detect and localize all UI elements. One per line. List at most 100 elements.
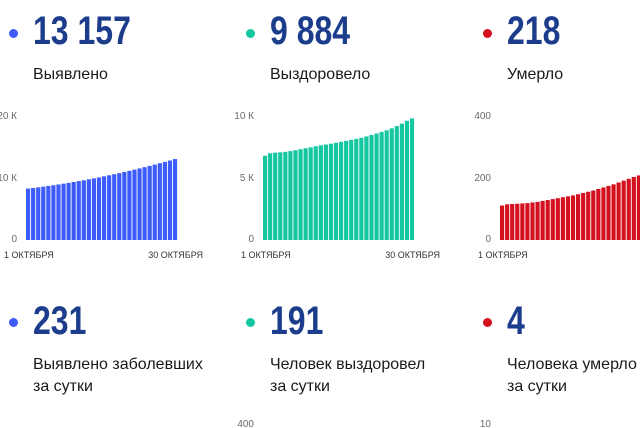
bar: [298, 149, 303, 240]
bar: [137, 168, 142, 240]
daily-detected-marker-dot: [8, 317, 18, 327]
y-tick-label: 200: [474, 172, 491, 184]
x-tick-label: 1 ОКТЯБРЯ: [241, 250, 291, 260]
bar: [288, 151, 293, 240]
bar: [576, 194, 581, 240]
bar: [621, 180, 626, 240]
daily-detected-value: 231: [33, 299, 87, 343]
bar: [328, 143, 334, 240]
column-recovered: 9 884 Выздоровело 0 5 К 10 К 1 ОКТЯБРЯ 3…: [234, 0, 474, 428]
bar: [107, 175, 112, 240]
bar: [76, 181, 81, 240]
bar: [606, 185, 611, 240]
bar: [102, 176, 107, 240]
daily-deaths-chart-y-tick-label: 10: [479, 420, 491, 428]
bar: [61, 183, 66, 240]
bar: [339, 141, 344, 240]
bar: [81, 180, 86, 240]
bar: [152, 164, 157, 240]
total-recovered-label: Выздоровело: [270, 66, 371, 83]
bar: [626, 178, 631, 240]
bar: [167, 160, 173, 240]
bar: [379, 131, 384, 240]
bar: [66, 182, 71, 240]
bar: [505, 204, 510, 240]
bar: [611, 184, 616, 240]
bar: [565, 196, 571, 240]
bar: [384, 130, 389, 240]
bar: [283, 151, 288, 240]
bar: [172, 159, 178, 240]
detected-bars: [26, 159, 178, 240]
bar: [122, 171, 127, 240]
total-deaths-value: 218: [507, 9, 561, 53]
detected-marker-dot: [8, 28, 18, 38]
bar: [117, 173, 122, 240]
bar: [631, 176, 636, 240]
bar: [41, 186, 46, 240]
daily-deaths-value: 4: [507, 299, 525, 343]
bar: [71, 182, 76, 240]
bar: [389, 128, 394, 240]
y-tick-label: 0: [485, 234, 491, 245]
x-tick-label: 30 ОКТЯБРЯ: [385, 250, 440, 260]
deaths-marker-dot: [482, 28, 492, 38]
recovered-bars: [263, 118, 415, 240]
bar: [127, 170, 132, 240]
bar: [535, 201, 540, 240]
bar: [147, 165, 152, 240]
bar: [530, 202, 535, 240]
bar: [86, 179, 91, 240]
bar: [96, 177, 102, 240]
daily-detected-label: Выявлено заболевших за сутки: [33, 356, 203, 395]
bar: [278, 152, 283, 240]
y-tick-label: 10 К: [0, 172, 17, 184]
x-tick-label: 30 ОКТЯБРЯ: [148, 250, 203, 260]
bar: [31, 187, 36, 240]
column-detected: 13 157 Выявлено 0 10 К 20 К 1 ОКТЯБРЯ 30…: [0, 0, 237, 428]
column-deaths: 218 Умерло 0 200 400 1 ОКТЯБРЯ 4 Человек…: [474, 0, 640, 428]
bar: [112, 174, 117, 240]
y-tick-label: 20 К: [0, 111, 17, 122]
bar: [500, 205, 505, 240]
recovered-marker-dot: [245, 28, 255, 38]
bar: [56, 184, 61, 240]
bar: [349, 139, 354, 240]
bar: [293, 150, 298, 240]
bar: [51, 185, 56, 240]
bar: [510, 204, 515, 240]
bar: [525, 203, 530, 240]
bar: [394, 126, 399, 240]
daily-deaths-marker-dot: [482, 317, 492, 327]
bar: [333, 142, 339, 240]
bar: [132, 169, 137, 240]
bar: [616, 182, 621, 240]
bar: [545, 200, 550, 240]
daily-recovered-label: Человек выздоровел за сутки: [270, 356, 426, 395]
bar: [555, 198, 560, 240]
bar: [359, 137, 364, 240]
bar: [374, 133, 379, 240]
bar: [323, 144, 328, 240]
total-deaths-label: Умерло: [507, 66, 564, 83]
total-recovered-value: 9 884: [270, 9, 351, 53]
bar: [369, 134, 374, 240]
total-detected-label: Выявлено: [33, 66, 108, 83]
bar: [520, 203, 525, 240]
x-tick-label: 1 ОКТЯБРЯ: [478, 250, 528, 260]
y-tick-label: 0: [248, 234, 254, 245]
bar: [601, 187, 606, 240]
bar: [91, 178, 97, 240]
bar: [581, 192, 586, 240]
daily-deaths-label: Человека умерло за сутки: [507, 356, 637, 395]
bar: [313, 146, 318, 240]
bar: [308, 147, 313, 240]
bar: [409, 118, 415, 240]
bar: [596, 188, 601, 240]
bar: [318, 145, 323, 240]
deaths-bars: [500, 175, 640, 240]
bar: [36, 187, 41, 240]
bar: [273, 152, 278, 240]
bar: [591, 190, 596, 240]
